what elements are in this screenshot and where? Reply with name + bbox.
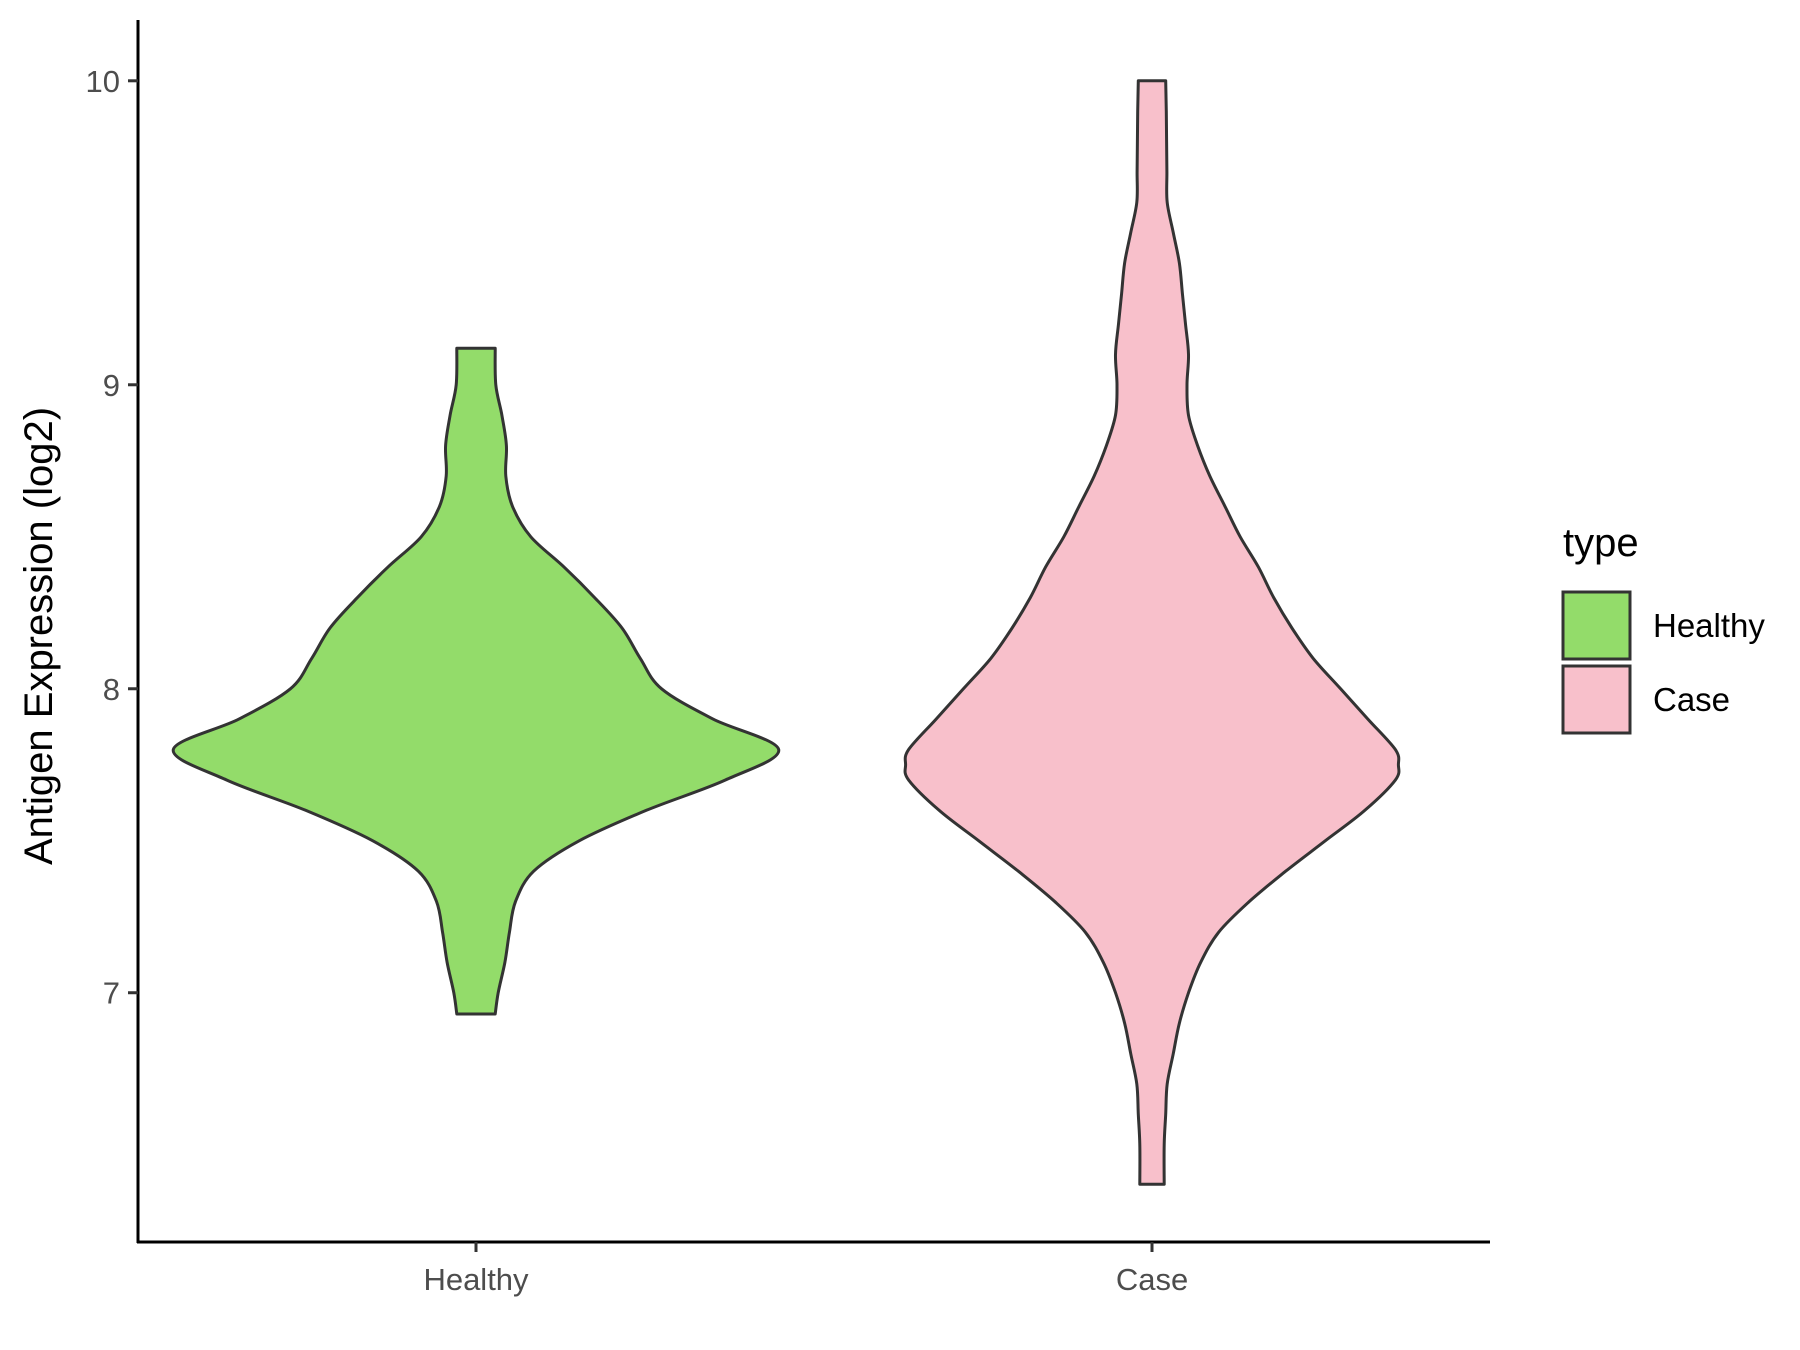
y-tick-label: 8 (103, 672, 120, 707)
x-tick-label: Case (1116, 1262, 1188, 1297)
y-tick-label: 9 (103, 368, 120, 403)
x-tick-label: Healthy (423, 1262, 529, 1297)
legend-swatch-case (1561, 664, 1632, 735)
y-tick-label: 7 (103, 976, 120, 1011)
violin-healthy (171, 346, 781, 1016)
y-tick-label: 10 (86, 64, 120, 99)
violin-case (903, 79, 1401, 1186)
legend-label-healthy: Healthy (1653, 607, 1765, 644)
legend-title: type (1563, 521, 1639, 565)
legend-label-case: Case (1653, 681, 1730, 718)
violins-layer (171, 79, 1401, 1186)
legend-swatch-healthy (1561, 590, 1632, 661)
legend: type Healthy Case (1561, 521, 1765, 735)
y-axis-title: Antigen Expression (log2) (17, 407, 61, 865)
axes-layer: 7 8 9 10 Healthy Case (86, 20, 1490, 1297)
